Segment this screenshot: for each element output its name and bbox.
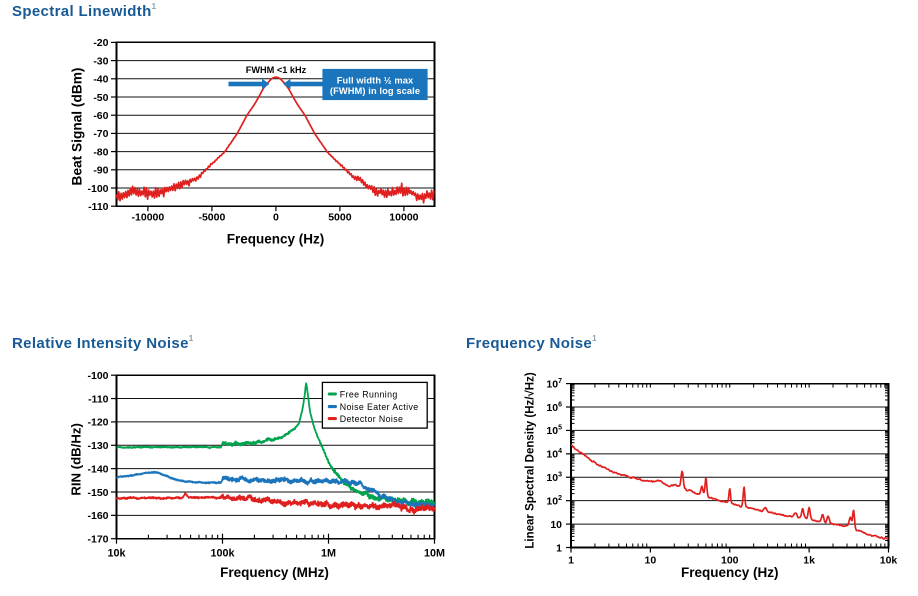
svg-text:Detector Noise: Detector Noise	[340, 414, 404, 424]
svg-text:1k: 1k	[803, 555, 815, 567]
svg-text:103: 103	[546, 472, 562, 485]
svg-text:-120: -120	[87, 417, 108, 429]
svg-text:-90: -90	[93, 165, 108, 177]
svg-text:1M: 1M	[321, 548, 336, 560]
svg-text:-50: -50	[93, 92, 108, 104]
svg-text:0: 0	[273, 212, 279, 224]
svg-text:100k: 100k	[210, 548, 235, 560]
svg-text:-20: -20	[93, 37, 108, 49]
svg-text:Beat Signal (dBm): Beat Signal (dBm)	[70, 68, 85, 186]
svg-text:106: 106	[546, 401, 562, 414]
svg-text:10000: 10000	[389, 212, 418, 224]
svg-text:105: 105	[546, 425, 562, 438]
svg-text:100: 100	[721, 555, 739, 567]
svg-text:-80: -80	[93, 146, 108, 158]
svg-text:-130: -130	[87, 440, 108, 452]
svg-text:FWHM <1 kHz: FWHM <1 kHz	[246, 65, 307, 75]
svg-text:5000: 5000	[328, 212, 352, 224]
svg-text:10k: 10k	[107, 548, 126, 560]
svg-text:-170: -170	[87, 534, 108, 546]
svg-text:Frequency (Hz): Frequency (Hz)	[227, 232, 325, 247]
svg-text:10: 10	[645, 555, 657, 567]
svg-text:-100: -100	[87, 370, 108, 382]
svg-text:-110: -110	[88, 393, 109, 405]
svg-text:Free Running: Free Running	[340, 389, 398, 399]
svg-text:-140: -140	[87, 463, 108, 475]
svg-text:Noise Eater Active: Noise Eater Active	[340, 402, 419, 412]
svg-text:Full width ½ max: Full width ½ max	[337, 76, 414, 86]
svg-text:10M: 10M	[424, 548, 445, 560]
svg-text:Frequency (Hz): Frequency (Hz)	[681, 565, 779, 580]
svg-text:-70: -70	[93, 128, 108, 140]
svg-text:-60: -60	[93, 110, 108, 122]
svg-text:107: 107	[546, 378, 562, 391]
svg-text:-10000: -10000	[132, 212, 165, 224]
svg-text:RIN (dB/Hz): RIN (dB/Hz)	[69, 423, 84, 496]
svg-text:1: 1	[568, 555, 574, 567]
svg-text:-110: -110	[88, 201, 109, 213]
svg-text:-160: -160	[87, 510, 108, 522]
svg-text:-40: -40	[93, 74, 108, 86]
svg-text:1: 1	[556, 542, 562, 554]
svg-text:-5000: -5000	[198, 212, 225, 224]
svg-text:102: 102	[546, 495, 562, 508]
svg-text:10k: 10k	[880, 555, 898, 567]
svg-text:(FWHM) in log scale: (FWHM) in log scale	[330, 86, 420, 96]
svg-text:-30: -30	[93, 55, 108, 67]
svg-text:-100: -100	[87, 183, 108, 195]
svg-text:Linear Spectral Density (Hz/√H: Linear Spectral Density (Hz/√Hz)	[523, 372, 536, 548]
svg-text:104: 104	[546, 448, 562, 461]
svg-text:10: 10	[550, 519, 562, 531]
svg-text:Frequency (MHz): Frequency (MHz)	[220, 565, 329, 580]
svg-text:-150: -150	[87, 487, 108, 499]
